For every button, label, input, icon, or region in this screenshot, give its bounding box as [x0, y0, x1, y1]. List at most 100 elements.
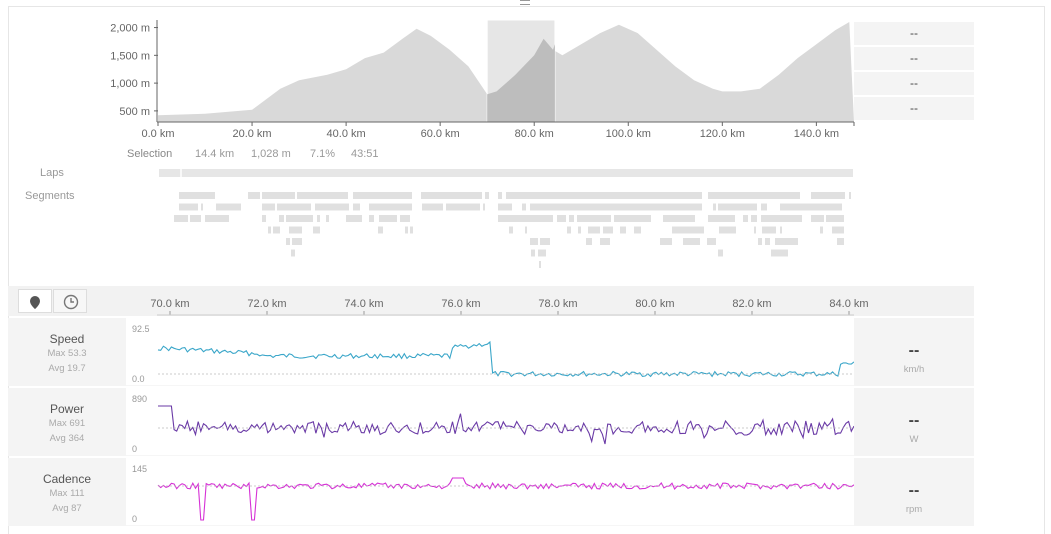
segment-bar[interactable]: [326, 215, 329, 222]
segment-bar[interactable]: [780, 203, 842, 211]
time-mode-toggle[interactable]: [53, 289, 87, 313]
segment-bar[interactable]: [506, 192, 702, 199]
distance-mode-toggle[interactable]: [18, 289, 52, 313]
segment-bar[interactable]: [775, 238, 798, 245]
segment-bar[interactable]: [832, 226, 844, 234]
segment-bar[interactable]: [509, 226, 513, 234]
segment-bar[interactable]: [498, 192, 502, 199]
segment-bar[interactable]: [483, 203, 485, 211]
segment-bar[interactable]: [353, 192, 412, 199]
drag-handle-icon[interactable]: [520, 0, 530, 5]
segment-bar[interactable]: [530, 203, 702, 211]
segment-bar[interactable]: [315, 203, 349, 211]
segment-bar[interactable]: [743, 215, 748, 222]
segment-bar[interactable]: [719, 226, 736, 234]
segment-bar[interactable]: [525, 226, 527, 234]
segment-bar[interactable]: [248, 192, 260, 199]
segment-bar[interactable]: [262, 192, 295, 199]
segment-bar[interactable]: [765, 238, 770, 245]
segment-bar[interactable]: [405, 226, 408, 234]
segment-bar[interactable]: [620, 226, 626, 234]
segment-bar[interactable]: [663, 215, 695, 222]
segment-bar[interactable]: [485, 192, 489, 199]
segment-bar[interactable]: [379, 215, 397, 222]
segment-bar[interactable]: [540, 238, 550, 245]
segment-bar[interactable]: [754, 226, 756, 234]
segment-bar[interactable]: [539, 261, 541, 268]
segment-bar[interactable]: [273, 226, 280, 234]
segment-bar[interactable]: [190, 215, 201, 222]
segment-bar[interactable]: [538, 249, 546, 257]
metric-chart-cadence[interactable]: 145 0: [126, 458, 854, 526]
segment-bar[interactable]: [718, 249, 723, 257]
lap-bar[interactable]: [159, 169, 853, 177]
segment-bar[interactable]: [718, 203, 757, 211]
metric-chart-speed[interactable]: 92.5 0.0: [126, 318, 854, 386]
segment-bar[interactable]: [634, 226, 641, 234]
laps-segments-track[interactable]: [0, 0, 1051, 280]
segment-bar[interactable]: [826, 215, 844, 222]
segment-bar[interactable]: [600, 238, 610, 245]
segment-bar[interactable]: [378, 226, 383, 234]
segment-bar[interactable]: [588, 226, 600, 234]
segment-bar[interactable]: [262, 215, 266, 222]
segment-bar[interactable]: [603, 226, 613, 234]
segment-bar[interactable]: [771, 249, 788, 257]
segment-bar[interactable]: [422, 203, 443, 211]
segment-bar[interactable]: [614, 215, 651, 222]
segment-bar[interactable]: [174, 215, 188, 222]
segment-bar[interactable]: [297, 192, 348, 199]
segment-bar[interactable]: [708, 215, 735, 222]
segment-bar[interactable]: [353, 203, 360, 211]
segment-bar[interactable]: [286, 215, 313, 222]
segment-bar[interactable]: [421, 192, 482, 199]
segment-bar[interactable]: [262, 203, 275, 211]
segment-bar[interactable]: [713, 203, 716, 211]
segment-bar[interactable]: [410, 226, 413, 234]
segment-bar[interactable]: [317, 215, 320, 222]
segment-bar[interactable]: [292, 238, 302, 245]
segment-bar[interactable]: [577, 215, 611, 222]
segment-bar[interactable]: [179, 203, 198, 211]
segment-bar[interactable]: [849, 192, 851, 199]
segment-bar[interactable]: [837, 238, 844, 245]
segment-bar[interactable]: [586, 238, 592, 245]
segment-bar[interactable]: [683, 238, 700, 245]
segment-bar[interactable]: [205, 215, 229, 222]
segment-bar[interactable]: [286, 238, 290, 245]
segment-bar[interactable]: [751, 215, 757, 222]
segment-bar[interactable]: [277, 203, 311, 211]
segment-bar[interactable]: [522, 203, 526, 211]
segment-bar[interactable]: [313, 226, 320, 234]
segment-bar[interactable]: [811, 192, 845, 199]
segment-bar[interactable]: [179, 192, 215, 199]
segment-bar[interactable]: [498, 203, 512, 211]
segment-bar[interactable]: [811, 215, 824, 222]
segment-bar[interactable]: [446, 203, 480, 211]
segment-bar[interactable]: [708, 192, 800, 199]
segment-bar[interactable]: [279, 215, 284, 222]
segment-bar[interactable]: [707, 238, 716, 245]
segment-bar[interactable]: [762, 226, 776, 234]
metric-chart-power[interactable]: 890 0: [126, 388, 854, 456]
segment-bar[interactable]: [369, 215, 374, 222]
segment-bar[interactable]: [761, 203, 767, 211]
segment-bar[interactable]: [530, 238, 538, 245]
segment-bar[interactable]: [578, 226, 581, 234]
segment-bar[interactable]: [291, 249, 295, 257]
segment-bar[interactable]: [672, 226, 704, 234]
segment-bar[interactable]: [498, 215, 553, 222]
segment-bar[interactable]: [567, 226, 571, 234]
segment-bar[interactable]: [216, 203, 241, 211]
segment-bar[interactable]: [820, 226, 823, 234]
segment-bar[interactable]: [660, 238, 672, 245]
segment-bar[interactable]: [780, 226, 782, 234]
segment-bar[interactable]: [400, 215, 410, 222]
segment-bar[interactable]: [369, 203, 412, 211]
elevation-chart[interactable]: 2,000 m 1,500 m 1,000 m 500 m 0.0 km 20.0 km…: [0, 0, 1051, 150]
segment-bar[interactable]: [268, 226, 271, 234]
segment-bar[interactable]: [761, 215, 802, 222]
segment-bar[interactable]: [531, 249, 535, 257]
segment-bar[interactable]: [346, 215, 362, 222]
segment-bar[interactable]: [201, 203, 203, 211]
